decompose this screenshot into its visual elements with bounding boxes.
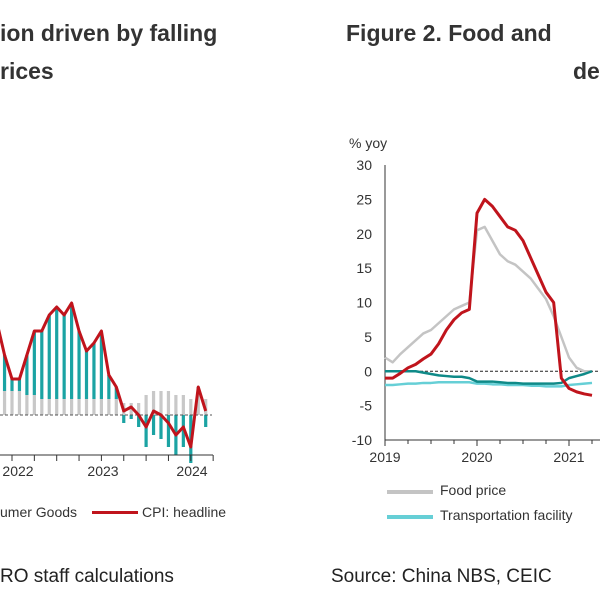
bar-teal-component [32, 331, 36, 395]
left-x-tick-label: 2023 [87, 463, 118, 479]
right-legend-food: Food price [440, 482, 507, 498]
bar-consumer-goods [196, 391, 200, 415]
right-y-tick-label: 15 [356, 260, 372, 276]
left-legend-consumer-goods: umer Goods [0, 504, 78, 520]
bar-teal-component [137, 415, 141, 427]
bar-teal-component [92, 343, 96, 399]
bar-consumer-goods [47, 399, 51, 415]
right-x-tick-label: 2021 [553, 449, 584, 465]
bar-consumer-goods [174, 395, 178, 415]
left-x-tick-label: 2024 [176, 463, 207, 479]
left-source-note: RO staff calculations [0, 566, 174, 587]
bar-teal-component [107, 375, 111, 399]
bar-teal-component [84, 351, 89, 399]
bar-teal-component [151, 415, 156, 435]
line-teal-series [385, 370, 593, 385]
right-y-tick-label: 30 [356, 157, 372, 173]
bar-consumer-goods [144, 395, 148, 415]
bar-teal-component [204, 415, 208, 427]
bar-consumer-goods [2, 391, 7, 415]
bar-teal-component [114, 387, 118, 399]
bar-consumer-goods [159, 391, 163, 415]
bar-teal-component [99, 331, 103, 399]
right-y-tick-label: -5 [360, 398, 373, 414]
bar-consumer-goods [189, 399, 193, 415]
bar-teal-component [55, 307, 59, 399]
bar-consumer-goods [166, 391, 171, 415]
bar-consumer-goods [99, 399, 103, 415]
bar-teal-component [10, 379, 14, 391]
bar-teal-component [62, 315, 66, 399]
right-legend-transport: Transportation facility [440, 507, 573, 523]
bar-teal-component [159, 415, 163, 439]
line-cpi-headline [0, 301, 208, 449]
right-y-tick-label: 10 [356, 295, 372, 311]
bar-consumer-goods [137, 403, 141, 415]
bar-consumer-goods [84, 399, 89, 415]
bar-consumer-goods [55, 399, 59, 415]
line-red-series [385, 197, 593, 397]
bar-teal-component [166, 415, 171, 447]
bar-teal-component [17, 379, 22, 391]
right-source-note: Source: China NBS, CEIC [331, 566, 552, 587]
bar-teal-component [47, 315, 51, 399]
left-legend-cpi: CPI: headline [142, 504, 227, 520]
bar-teal-component [2, 355, 7, 391]
bar-consumer-goods [32, 395, 36, 415]
right-y-axis-label: % yoy [349, 135, 387, 151]
bar-consumer-goods [62, 399, 66, 415]
bar-consumer-goods [114, 399, 118, 415]
legend-swatch-transport [387, 515, 433, 519]
left-chart-title-line2: rices [0, 58, 54, 84]
bar-consumer-goods [40, 399, 44, 415]
line-transportation-facility [385, 381, 593, 388]
bar-teal-component [122, 415, 126, 423]
right-y-tick-label: 20 [356, 226, 372, 242]
bar-teal-component [144, 415, 148, 447]
right-x-tick-label: 2020 [461, 449, 492, 465]
bar-consumer-goods [77, 399, 81, 415]
bar-consumer-goods [107, 399, 111, 415]
bar-consumer-goods [70, 399, 74, 415]
right-chart-title-line2: de [573, 58, 600, 84]
bar-consumer-goods [92, 399, 96, 415]
bar-teal-component [77, 331, 81, 399]
line-food-price [384, 225, 592, 373]
bar-teal-component [40, 331, 44, 399]
left-x-tick-label: 2022 [2, 463, 33, 479]
right-y-tick-label: -10 [352, 432, 372, 448]
right-x-tick-label: 2019 [369, 449, 400, 465]
bar-consumer-goods [181, 395, 185, 415]
bar-consumer-goods [25, 395, 29, 415]
right-y-tick-label: 5 [364, 329, 372, 345]
bar-consumer-goods [17, 391, 22, 415]
legend-swatch-food [387, 490, 433, 494]
left-chart-title-line1: ion driven by falling [0, 20, 218, 46]
bar-teal-component [70, 303, 74, 399]
bar-teal-component [129, 415, 133, 419]
bar-consumer-goods [151, 391, 156, 415]
right-chart-title-line1: Figure 2. Food and [346, 20, 552, 46]
legend-swatch-cpi [92, 511, 138, 514]
bar-teal-component [25, 355, 29, 395]
right-y-tick-label: 0 [364, 363, 372, 379]
bar-consumer-goods [10, 391, 14, 415]
right-y-tick-label: 25 [356, 191, 372, 207]
